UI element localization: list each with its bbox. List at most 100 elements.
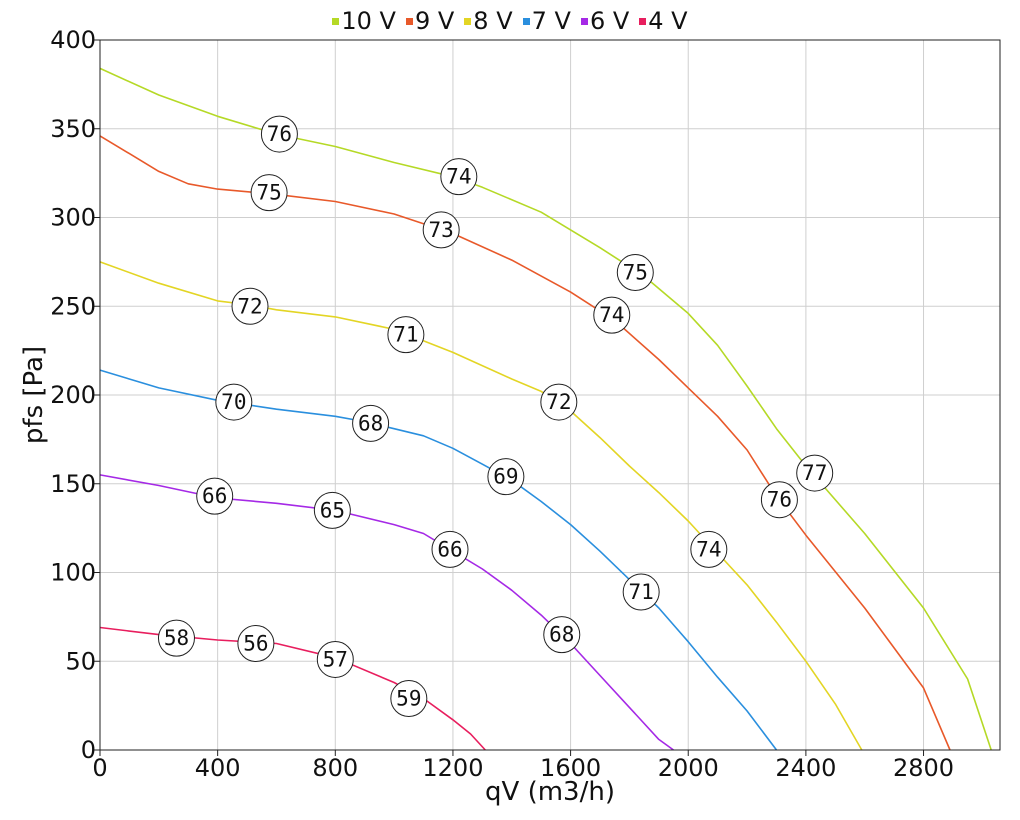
label-text: 69 [493,465,518,489]
chart-legend: 10 V 9 V 8 V 7 V 6 V 4 V [0,4,1020,38]
y-tick-label: 150 [50,470,96,498]
legend-swatch [522,17,530,25]
legend-swatch [332,17,340,25]
curve-value-label: 65 [313,491,351,529]
curve-value-label: 73 [422,211,460,249]
x-tick-label: 2000 [658,754,719,782]
label-bubble [196,477,234,515]
y-tick-label: 100 [50,559,96,587]
label-bubble [313,491,351,529]
y-tick-label: 350 [50,115,96,143]
curve-value-label: 76 [760,481,798,519]
y-axis-title: pfs [Pa] [19,346,49,444]
label-bubble [690,530,728,568]
label-bubble [796,454,834,492]
label-bubble [250,174,288,212]
curve-value-label: 72 [231,287,269,325]
label-text: 74 [696,537,721,561]
curve-value-label: 66 [431,530,469,568]
label-text: 58 [164,626,189,650]
label-text: 65 [320,498,345,522]
legend-item: 6 V [580,7,630,35]
legend-label: 4 V [648,7,688,35]
label-text: 73 [429,218,454,242]
x-tick-label: 400 [195,754,241,782]
label-bubble [390,680,428,718]
x-tick-label: 1200 [422,754,483,782]
label-text: 76 [767,488,792,512]
series-line [99,474,674,751]
label-text: 74 [446,165,471,189]
label-bubble [260,115,298,153]
tick-marks [94,39,925,756]
label-bubble [237,625,275,662]
label-text: 68 [549,623,574,647]
label-bubble [540,383,578,421]
legend-label: 10 V [341,7,396,35]
label-text: 71 [629,580,654,604]
label-bubble [422,211,460,249]
legend-label: 8 V [473,7,513,35]
x-axis-title: qV (m3/h) [485,777,615,807]
curve-value-label: 72 [540,383,578,421]
label-text: 56 [243,632,268,656]
curve-value-label: 69 [487,458,525,496]
curve-value-label: 58 [157,619,195,657]
label-text: 66 [202,484,227,508]
legend-item: 9 V [405,7,454,35]
label-text: 66 [437,537,462,561]
legend-label: 6 V [589,7,630,35]
label-text: 71 [393,323,418,347]
label-text: 74 [599,303,624,327]
label-bubble [215,383,253,421]
x-tick-label: 2400 [775,754,836,782]
x-tick-label: 800 [312,754,358,782]
label-bubble [593,296,631,334]
x-tick-label: 1600 [540,754,601,782]
label-bubble [760,481,798,519]
label-bubble [231,287,269,325]
plot-frame [99,39,1001,751]
label-bubble [622,573,660,611]
label-bubble [316,640,354,678]
series-line [99,135,951,751]
curve-value-label: 75 [250,174,288,212]
label-bubble [157,619,195,657]
y-tick-label: 250 [50,292,96,320]
label-text: 72 [546,390,571,414]
label-bubble [487,458,525,496]
curve-value-label: 68 [543,616,581,654]
y-tick-label: 50 [65,647,96,675]
label-bubble [387,316,425,354]
legend-item: 8 V [464,7,513,35]
label-text: 57 [323,647,348,671]
curve-value-label: 70 [215,383,253,421]
y-tick-label: 0 [81,736,96,764]
label-text: 70 [221,390,246,414]
label-bubble [616,254,654,292]
label-text: 68 [358,411,383,435]
legend-item: 7 V [522,7,571,35]
legend-swatch [639,17,647,25]
y-tick-label: 400 [50,26,96,54]
legend-swatch [405,17,413,25]
curve-value-label: 74 [440,158,478,196]
label-text: 75 [623,261,648,285]
curve-value-label: 77 [796,454,834,492]
x-tick-label: 0 [92,754,107,782]
legend-swatch [464,17,472,25]
label-text: 76 [267,122,292,146]
legend-swatch [580,17,588,25]
curve-value-label: 76 [260,115,298,153]
label-text: 75 [256,181,281,205]
curve-value-label: 68 [352,404,390,442]
curve-value-label: 71 [622,573,660,611]
curve-value-label: 56 [237,625,275,662]
curve-value-label: 71 [387,316,425,354]
legend-label: 7 V [531,7,571,35]
curve-value-label: 59 [390,680,428,718]
label-bubble [431,530,469,568]
legend-item: 4 V [639,7,688,35]
curve-value-label: 74 [593,296,631,334]
